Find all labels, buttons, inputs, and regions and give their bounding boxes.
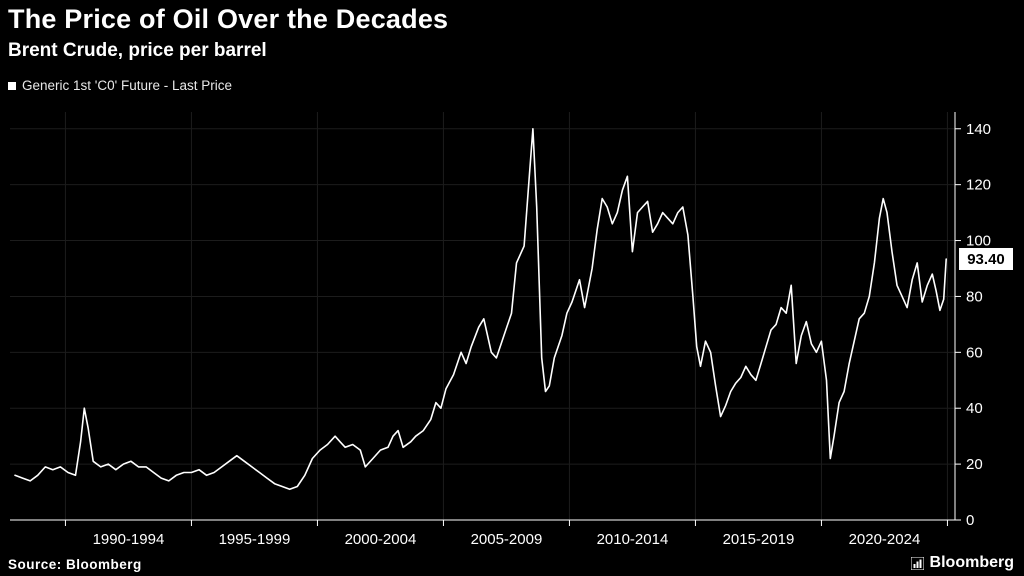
axes [10,112,961,526]
svg-text:120: 120 [966,177,991,194]
svg-text:80: 80 [966,288,983,305]
svg-text:2005-2009: 2005-2009 [471,531,543,548]
svg-text:1990-1994: 1990-1994 [93,531,165,548]
legend-marker-icon [8,81,16,90]
bloomberg-wordmark: Bloomberg [929,554,1014,571]
svg-text:2010-2014: 2010-2014 [597,531,669,548]
chart-title: The Price of Oil Over the Decades [8,4,449,34]
chart-subtitle: Brent Crude, price per barrel [8,40,267,61]
svg-text:2020-2024: 2020-2024 [849,531,921,548]
x-axis-labels: 1990-1994 1995-1999 2000-2004 2005-2009 2010… [93,531,921,548]
y-axis-labels: 0 20 40 60 80 100 120 140 [966,121,991,529]
chart-icon [910,556,924,570]
svg-text:20: 20 [966,456,983,473]
svg-text:2015-2019: 2015-2019 [723,531,795,548]
svg-text:1995-1999: 1995-1999 [219,531,291,548]
svg-text:40: 40 [966,400,983,417]
bloomberg-brand: Bloomberg [910,554,1014,572]
source-note: Source: Bloomberg [8,557,142,572]
svg-text:2000-2004: 2000-2004 [345,531,417,548]
svg-text:100: 100 [966,233,991,250]
last-price-badge: 93.40 [959,247,1013,270]
legend: Generic 1st 'C0' Future - Last Price [8,78,232,93]
price-line [14,128,947,491]
svg-text:93.40: 93.40 [967,251,1005,268]
svg-text:140: 140 [966,121,991,138]
svg-text:60: 60 [966,344,983,361]
legend-label: Generic 1st 'C0' Future - Last Price [22,78,232,93]
svg-text:0: 0 [966,512,974,529]
gridlines [10,112,955,521]
